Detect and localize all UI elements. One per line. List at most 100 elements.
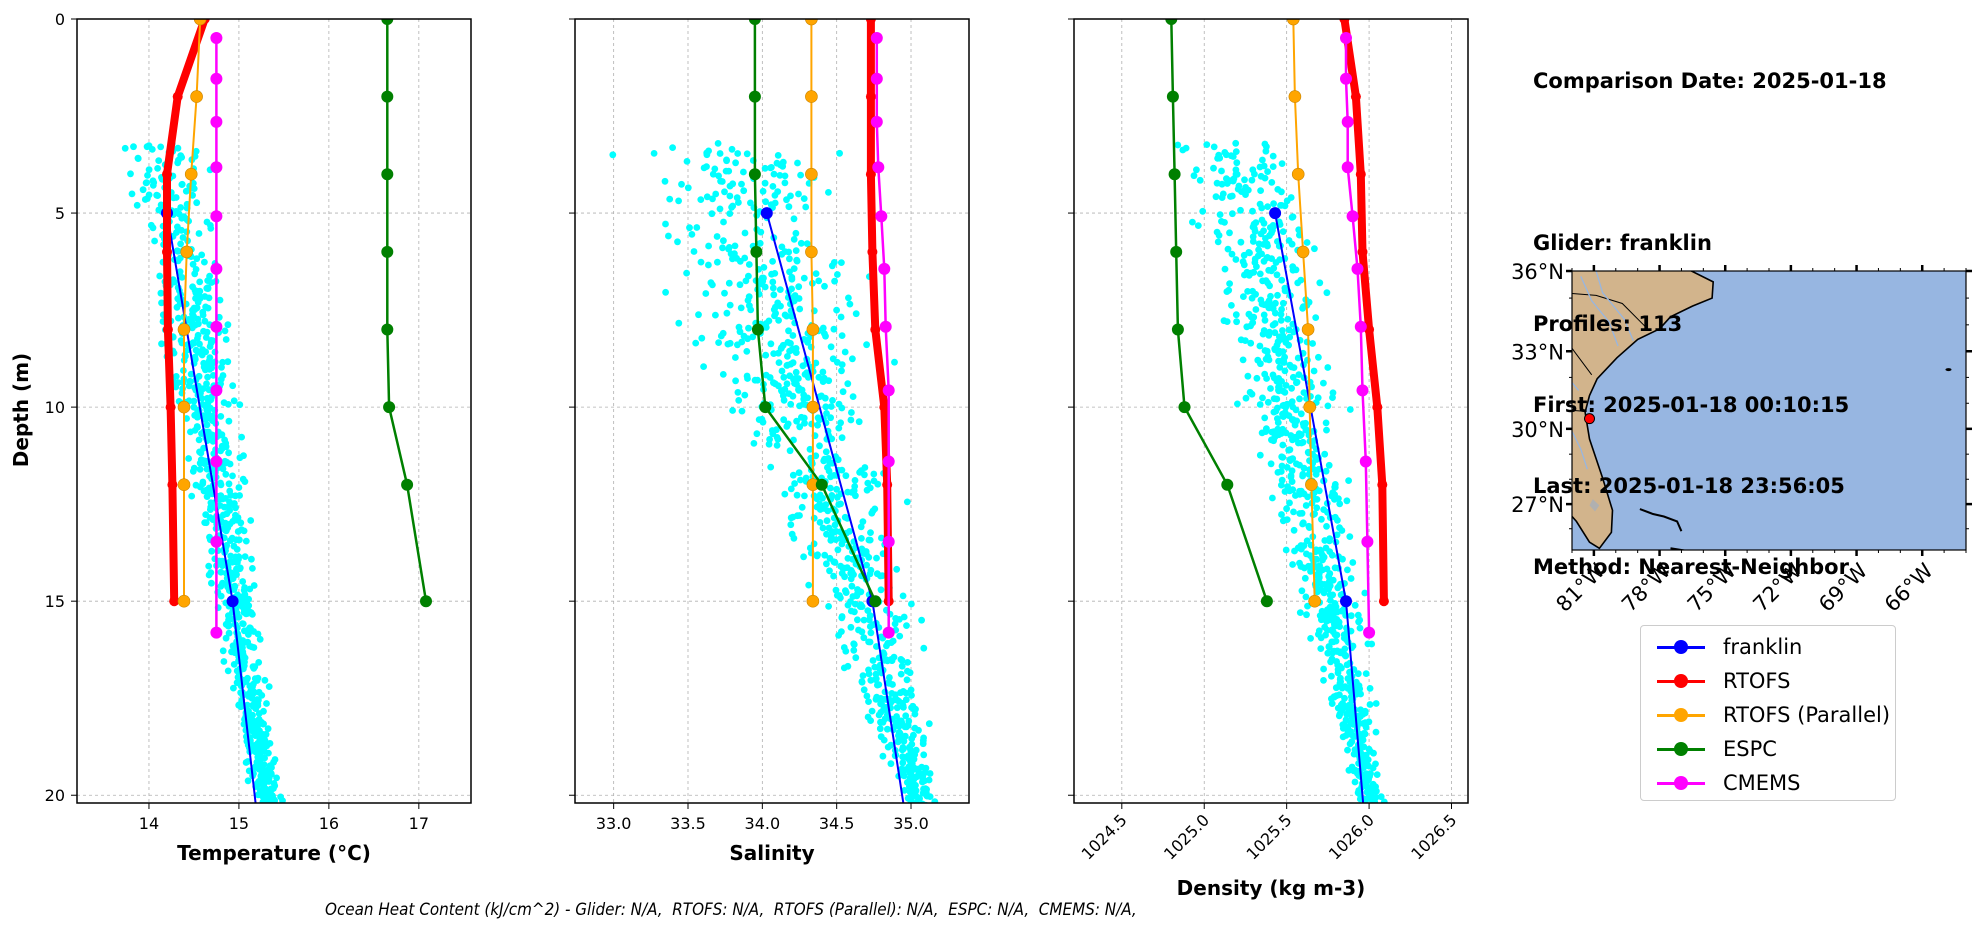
scatter-point — [1253, 374, 1261, 382]
scatter-point — [1268, 255, 1275, 262]
scatter-point — [1275, 387, 1283, 395]
scatter-point — [920, 734, 927, 742]
scatter-point — [1274, 338, 1282, 346]
scatter-point — [1339, 700, 1346, 707]
scatter-point — [186, 377, 194, 385]
scatter-point — [816, 519, 824, 526]
scatter-point — [864, 479, 872, 487]
scatter-point — [227, 552, 235, 560]
scatter-point — [226, 460, 234, 468]
scatter-point — [249, 723, 257, 731]
scatter-point — [792, 368, 800, 376]
scatter-point — [720, 218, 727, 226]
bahamas-island — [1670, 547, 1687, 550]
scatter-point — [1361, 589, 1369, 597]
scatter-point — [1312, 453, 1319, 461]
scatter-point — [145, 191, 153, 199]
scatter-point — [1341, 683, 1349, 690]
scatter-point — [1377, 793, 1385, 801]
scatter-point — [270, 780, 278, 787]
series-marker — [865, 91, 876, 102]
scatter-point — [247, 625, 254, 633]
scatter-point — [830, 472, 838, 479]
scatter-point — [1286, 446, 1294, 454]
scatter-point — [908, 692, 915, 699]
scatter-point — [907, 686, 915, 694]
scatter-point — [266, 762, 274, 769]
plot-area — [1165, 19, 1389, 803]
scatter-point — [1338, 707, 1346, 714]
series-marker — [1357, 246, 1368, 257]
scatter-point — [678, 180, 685, 188]
scatter-point — [1224, 245, 1232, 253]
scatter-point — [726, 192, 734, 200]
scatter-point — [781, 179, 789, 187]
series-line-espc — [386, 19, 428, 602]
scatter-point — [921, 777, 928, 785]
scatter-point — [1278, 378, 1285, 385]
scatter-point — [810, 514, 818, 522]
scatter-point — [1307, 567, 1314, 575]
scatter-point — [230, 542, 238, 550]
plot-area — [121, 19, 432, 803]
scatter-point — [1288, 213, 1296, 221]
scatter-point — [217, 479, 224, 487]
scatter-point — [134, 155, 142, 163]
scatter-point — [1272, 259, 1280, 266]
scatter-point — [1329, 607, 1336, 614]
scatter-point — [744, 375, 751, 382]
scatter-point — [738, 180, 745, 188]
scatter-point — [850, 646, 858, 654]
scatter-point — [1314, 588, 1321, 596]
scatter-point — [910, 765, 918, 773]
scatter-point — [721, 289, 728, 297]
series-marker — [882, 479, 893, 490]
scatter-point — [1235, 182, 1243, 190]
scatter-point — [245, 602, 253, 609]
scatter-point — [1268, 179, 1276, 186]
series-marker — [1291, 167, 1305, 181]
scatter-point — [781, 172, 789, 180]
scatter-point — [194, 331, 202, 339]
scatter-point — [1294, 354, 1302, 362]
scatter-point — [1248, 294, 1256, 302]
scatter-point — [1193, 166, 1200, 174]
scatter-point — [1270, 395, 1278, 403]
series-marker — [210, 320, 223, 333]
series-marker — [381, 19, 394, 25]
scatter-point — [1354, 670, 1362, 678]
scatter-point — [726, 301, 734, 309]
scatter-point — [209, 438, 217, 445]
series-marker — [1165, 19, 1178, 25]
scatter-point — [819, 368, 827, 376]
scatter-point — [173, 229, 180, 236]
scatter-point — [200, 359, 208, 367]
series-marker — [1340, 32, 1352, 44]
scatter-point — [1318, 580, 1326, 588]
scatter-point — [725, 279, 733, 287]
scatter-point — [827, 403, 835, 410]
scatter-point — [893, 696, 901, 704]
scatter-point — [221, 503, 228, 511]
scatter-point — [732, 354, 739, 361]
scatter-point — [887, 760, 895, 768]
scatter-point — [237, 519, 245, 527]
series-marker — [162, 169, 172, 180]
scatter-point — [240, 452, 247, 460]
scatter-point — [1299, 472, 1306, 480]
scatter-point — [1298, 587, 1306, 595]
x-tick-label: 15 — [229, 814, 249, 833]
scatter-point — [202, 366, 209, 374]
scatter-point — [849, 355, 856, 363]
scatter-point — [1194, 222, 1202, 230]
scatter-point — [901, 787, 908, 794]
series-marker — [805, 245, 818, 259]
first-time: First: 2025-01-18 00:10:15 — [1533, 393, 1850, 417]
series-line-rtofs — [866, 19, 893, 602]
scatter-point — [1269, 494, 1276, 502]
scatter-point — [148, 146, 156, 153]
scatter-point — [789, 471, 797, 479]
scatter-point — [1300, 464, 1308, 472]
axes-frame — [574, 18, 970, 804]
scatter-point — [244, 777, 252, 785]
